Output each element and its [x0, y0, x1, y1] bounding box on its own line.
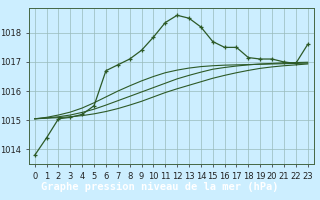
Text: Graphe pression niveau de la mer (hPa): Graphe pression niveau de la mer (hPa) — [41, 181, 279, 192]
